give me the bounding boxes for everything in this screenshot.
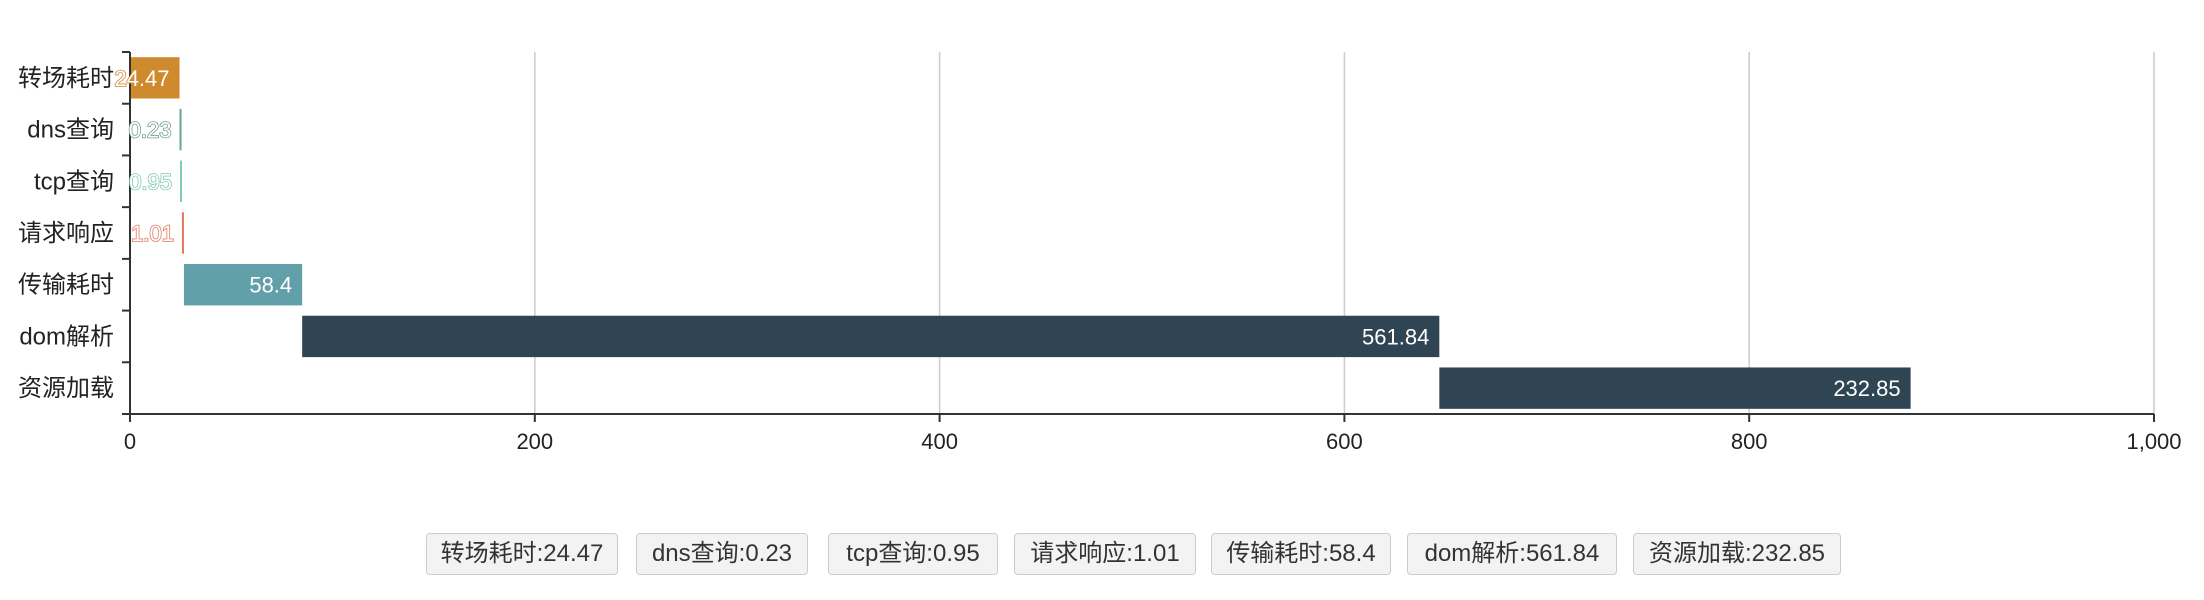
summary-tag[interactable]: 传输耗时:58.4 (1211, 533, 1391, 575)
summary-tag[interactable]: 转场耗时:24.47 (426, 533, 618, 575)
category-label: 资源加载 (18, 375, 114, 402)
bar-data-label: 0.95 (129, 169, 172, 194)
x-tick-label: 200 (516, 429, 553, 454)
summary-tag[interactable]: tcp查询:0.95 (828, 533, 998, 575)
summary-tag[interactable]: 请求响应:1.01 (1014, 533, 1196, 575)
category-label: 转场耗时 (18, 65, 114, 92)
bar (130, 57, 180, 99)
bar-data-label: 561.84 (1362, 324, 1429, 349)
category-label: tcp查询 (34, 168, 114, 195)
bar-data-label: 0.23 (129, 118, 172, 143)
x-tick-label: 600 (1326, 429, 1363, 454)
bar (179, 108, 182, 151)
x-tick-label: 800 (1731, 429, 1768, 454)
bar-data-label: 1.01 (131, 221, 174, 246)
bar (1439, 367, 1911, 409)
summary-tag[interactable]: dns查询:0.23 (636, 533, 808, 575)
grid-lines (534, 52, 2155, 414)
x-tick-label: 1,000 (2126, 429, 2181, 454)
axes: 0 200 400 600 800 1,000 (122, 51, 2182, 454)
bar-data-label: 58.4 (249, 273, 292, 298)
category-label: 请求响应 (18, 220, 114, 247)
bar-data-label: 24.47 (114, 66, 169, 91)
summary-tag[interactable]: 资源加载:232.85 (1633, 533, 1841, 575)
labels: 转场耗时 24.47 dns查询 0.23 tcp查询 0.95 请求响应 1.01 传输耗时 5… (18, 65, 1901, 402)
category-label: 传输耗时 (18, 272, 114, 299)
bar (179, 160, 182, 202)
waterfall-bar-chart: 0 200 400 600 800 1,000 转场耗时 24.47 dns查询 0.23 tcp… (18, 51, 2182, 454)
x-tick-label: 400 (921, 429, 958, 454)
bar (181, 212, 184, 254)
bar (302, 315, 1440, 358)
bar-data-label: 232.85 (1833, 376, 1900, 401)
summary-tag[interactable]: dom解析:561.84 (1407, 533, 1617, 575)
bars (130, 57, 1911, 409)
bar (183, 264, 303, 306)
category-label: dom解析 (19, 323, 114, 350)
category-label: dns查询 (27, 117, 114, 144)
x-tick-label: 0 (124, 429, 136, 454)
summary-tag-row: 转场耗时:24.47 dns查询:0.23 tcp查询:0.95 请求响应:1.01 传… (0, 533, 2204, 579)
